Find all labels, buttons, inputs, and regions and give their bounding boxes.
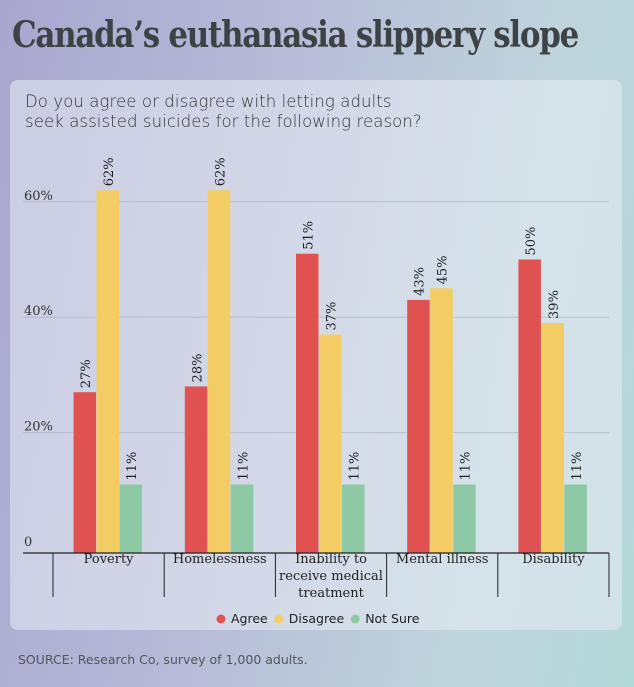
x-tick-label: Inability to — [295, 552, 367, 567]
y-tick-label: 60% — [24, 189, 53, 204]
data-label: 37% — [325, 302, 340, 331]
data-label: 45% — [436, 255, 451, 284]
bar-agree — [184, 386, 208, 553]
data-label: 11% — [570, 452, 585, 481]
x-tick-label: Disability — [522, 552, 585, 567]
bar-disagree — [96, 190, 120, 553]
data-label: 51% — [302, 221, 317, 250]
y-tick-label: 0 — [24, 535, 32, 550]
bar-not-sure — [342, 484, 365, 553]
x-tick-label: Mental illness — [396, 552, 489, 567]
legend-label: Agree — [231, 611, 268, 626]
page-title: Canada’s euthanasia slippery slope — [12, 14, 579, 56]
bar-not-sure — [564, 484, 587, 553]
x-tick-label: receive medical — [279, 569, 383, 584]
data-label: 11% — [125, 452, 140, 481]
source-note: SOURCE: Research Co, survey of 1,000 adu… — [18, 652, 308, 667]
x-tick-label: treatment — [298, 586, 364, 601]
bar-disagree — [319, 334, 342, 553]
data-label: 43% — [413, 267, 428, 296]
y-tick-label: 40% — [24, 304, 53, 319]
chart-title-line: Do you agree or disagree with letting ad… — [25, 92, 392, 111]
legend-marker — [274, 614, 284, 624]
legend-marker — [216, 614, 226, 624]
x-tick-label: Poverty — [84, 552, 135, 567]
bar-agree — [73, 392, 97, 553]
bar-not-sure — [453, 484, 476, 553]
bar-not-sure — [119, 484, 143, 553]
data-label: 62% — [102, 157, 117, 186]
bar-agree — [407, 299, 430, 553]
data-label: 11% — [236, 452, 251, 481]
bar-disagree — [541, 322, 564, 553]
data-label: 28% — [190, 354, 205, 383]
data-label: 27% — [79, 359, 94, 388]
bar-agree — [296, 253, 319, 554]
chart-title-line: seek assisted suicides for the following… — [25, 112, 422, 131]
legend-label: Disagree — [289, 611, 345, 626]
legend-label: Not Sure — [365, 611, 420, 626]
bar-agree — [518, 259, 541, 553]
data-label: 11% — [348, 452, 363, 481]
bar-not-sure — [230, 484, 254, 553]
x-tick-label: Homelessness — [173, 552, 267, 567]
data-label: 39% — [547, 290, 562, 319]
legend-marker — [350, 614, 360, 624]
bar-disagree — [430, 288, 453, 553]
data-label: 62% — [213, 157, 228, 186]
y-tick-label: 20% — [24, 420, 53, 435]
chart-title: Do you agree or disagree with letting ad… — [25, 92, 422, 132]
bar-disagree — [207, 190, 231, 553]
data-label: 50% — [524, 227, 539, 256]
data-label: 11% — [459, 452, 474, 481]
